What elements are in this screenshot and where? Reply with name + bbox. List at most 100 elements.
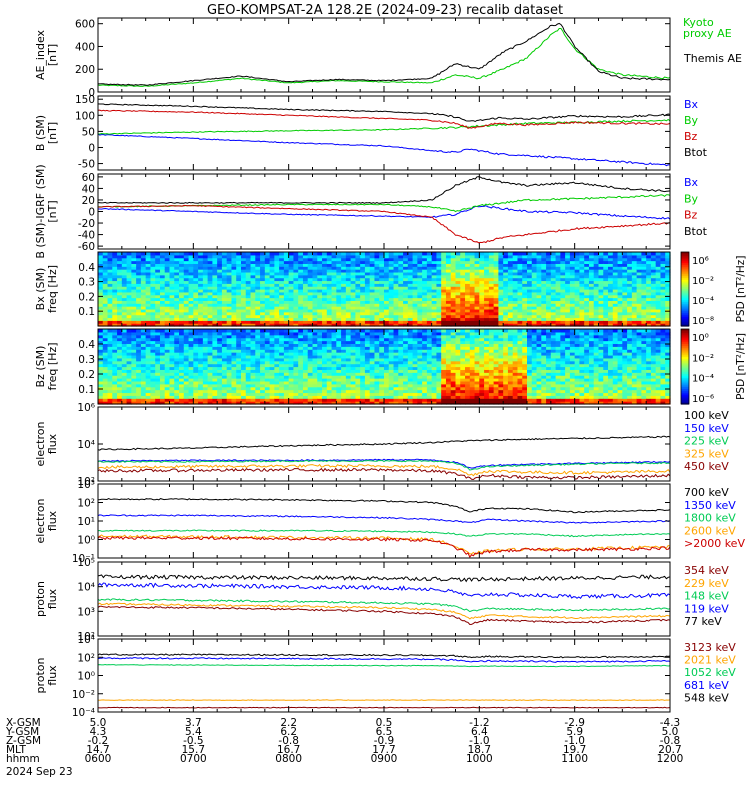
- colorbar-segment: [681, 324, 689, 327]
- x-row-value: 6.5: [376, 726, 393, 738]
- x-row-value: 20.7: [658, 744, 681, 756]
- legend-entry: Btot: [684, 146, 708, 159]
- panel-bg-ae: [98, 18, 670, 92]
- y-axis-label: electronflux: [34, 422, 59, 467]
- x-row-value: -0.8: [278, 735, 299, 747]
- y-axis-label: protonflux: [34, 581, 59, 617]
- y-tick-label: 10⁴: [77, 439, 95, 451]
- series-line-pflux1-2: [97, 598, 671, 613]
- x-row-value: 0900: [371, 753, 398, 765]
- colorbar-segment: [681, 359, 689, 362]
- x-row-value: -1.0: [469, 735, 490, 747]
- colorbar-segment: [681, 283, 689, 286]
- colorbar-segment: [681, 318, 689, 322]
- y-tick-label: 50: [82, 126, 95, 138]
- x-row-label: Z-GSM: [6, 735, 41, 747]
- legend-entry: Btot: [684, 225, 708, 238]
- y-tick-label: 150: [75, 94, 95, 106]
- y-tick-label: 0.4: [78, 339, 95, 351]
- colorbar-segment: [681, 289, 689, 292]
- series-line-ae-1: [97, 22, 671, 86]
- colorbar-segment: [681, 309, 689, 312]
- x-row-value: 15.7: [182, 744, 205, 756]
- series-line-eflux2-2: [97, 529, 671, 538]
- series-line-pflux1-0: [97, 605, 671, 626]
- legend-entry: 1350 keV: [684, 499, 736, 512]
- legend-entry: 225 keV: [684, 435, 729, 448]
- colorbar-segment: [681, 381, 689, 384]
- colorbar-segment: [681, 296, 689, 299]
- series-line-pflux2-1: [97, 699, 671, 701]
- colorbar-segment: [681, 287, 689, 290]
- y-tick-label: 10⁰: [77, 535, 95, 547]
- colorbar-segment: [681, 266, 689, 270]
- colorbar-segment: [681, 383, 689, 386]
- colorbar-segment: [681, 345, 689, 349]
- colorbar-frame: [680, 251, 690, 327]
- y-tick-label: 100: [75, 110, 95, 122]
- y-tick-label: -60: [78, 241, 95, 253]
- colorbar-segment: [681, 329, 689, 332]
- colorbar-segment: [681, 255, 689, 259]
- spectrogram-cells-bx-spec: [98, 252, 671, 327]
- colorbar-segment: [681, 330, 689, 334]
- series-line-pflux1-4: [97, 574, 671, 583]
- y-tick-label: 10⁻²: [72, 689, 95, 701]
- colorbar-segment: [681, 347, 689, 351]
- colorbar-segment: [681, 253, 689, 257]
- panel-bg-pflux2: [98, 639, 670, 712]
- x-row-label: hhmm: [6, 753, 40, 765]
- legend-entry: Kyoto proxy AE: [683, 16, 732, 40]
- y-tick-label: 10²: [77, 476, 95, 488]
- colorbar-segment: [681, 320, 689, 323]
- x-row-value: 6.2: [280, 726, 297, 738]
- x-row-value: 18.7: [468, 744, 491, 756]
- series-line-bsm-2: [97, 109, 671, 130]
- series-line-pflux2-4: [97, 653, 671, 659]
- y-tick-label: 60: [82, 172, 95, 184]
- y-tick-label: 10²: [77, 652, 95, 664]
- y-tick-label: 200: [75, 64, 95, 76]
- colorbar-segment: [681, 398, 689, 401]
- x-row-value: -0.2: [88, 735, 109, 747]
- y-axis-label: protonflux: [34, 657, 59, 693]
- series-line-pflux2-3: [97, 657, 671, 663]
- y-tick-label: -40: [78, 230, 95, 242]
- colorbar-segment: [681, 257, 689, 261]
- x-row-value: 5.0: [662, 726, 679, 738]
- x-row-value: -0.5: [183, 735, 204, 747]
- colorbar-segment: [681, 364, 689, 368]
- y-tick-label: 0.2: [78, 369, 95, 381]
- colorbar-label: PSD [nT²/Hz]: [735, 333, 747, 400]
- colorbar-segment: [681, 285, 689, 288]
- x-row-value: 19.7: [563, 744, 586, 756]
- y-tick-label: 600: [75, 19, 95, 31]
- y-tick-label: 0: [88, 87, 95, 99]
- colorbar-frame: [680, 328, 690, 405]
- legend-entry: Bx: [684, 98, 699, 111]
- series-line-ae-0: [97, 28, 671, 87]
- colorbar-segment: [681, 372, 689, 375]
- legend-entry: 354 keV: [684, 564, 729, 577]
- colorbar-segment: [681, 259, 689, 262]
- series-line-eflux2-4: [97, 535, 671, 558]
- colorbar-segment: [681, 385, 689, 388]
- legend-entry: >2000 keV: [684, 537, 745, 550]
- y-tick-label: 0: [88, 142, 95, 154]
- x-row-value: -4.3: [660, 717, 681, 729]
- panel-bg-pflux1: [98, 562, 670, 636]
- y-tick-label: 10⁰: [77, 671, 95, 683]
- x-row-value: 4.3: [90, 726, 107, 738]
- panel-bg-bsm: [98, 96, 670, 170]
- colorbar-segment: [681, 344, 689, 347]
- legend-entry: Bz: [684, 130, 698, 143]
- legend-entry: 77 keV: [684, 615, 722, 628]
- x-row-value: -2.9: [564, 717, 585, 729]
- y-tick-label: 10⁻⁴: [72, 707, 95, 719]
- legend-entry: 450 keV: [684, 460, 729, 473]
- y-tick-label: 0: [88, 207, 95, 219]
- x-row-value: 2.2: [280, 717, 297, 729]
- y-tick-label: 40: [82, 183, 95, 195]
